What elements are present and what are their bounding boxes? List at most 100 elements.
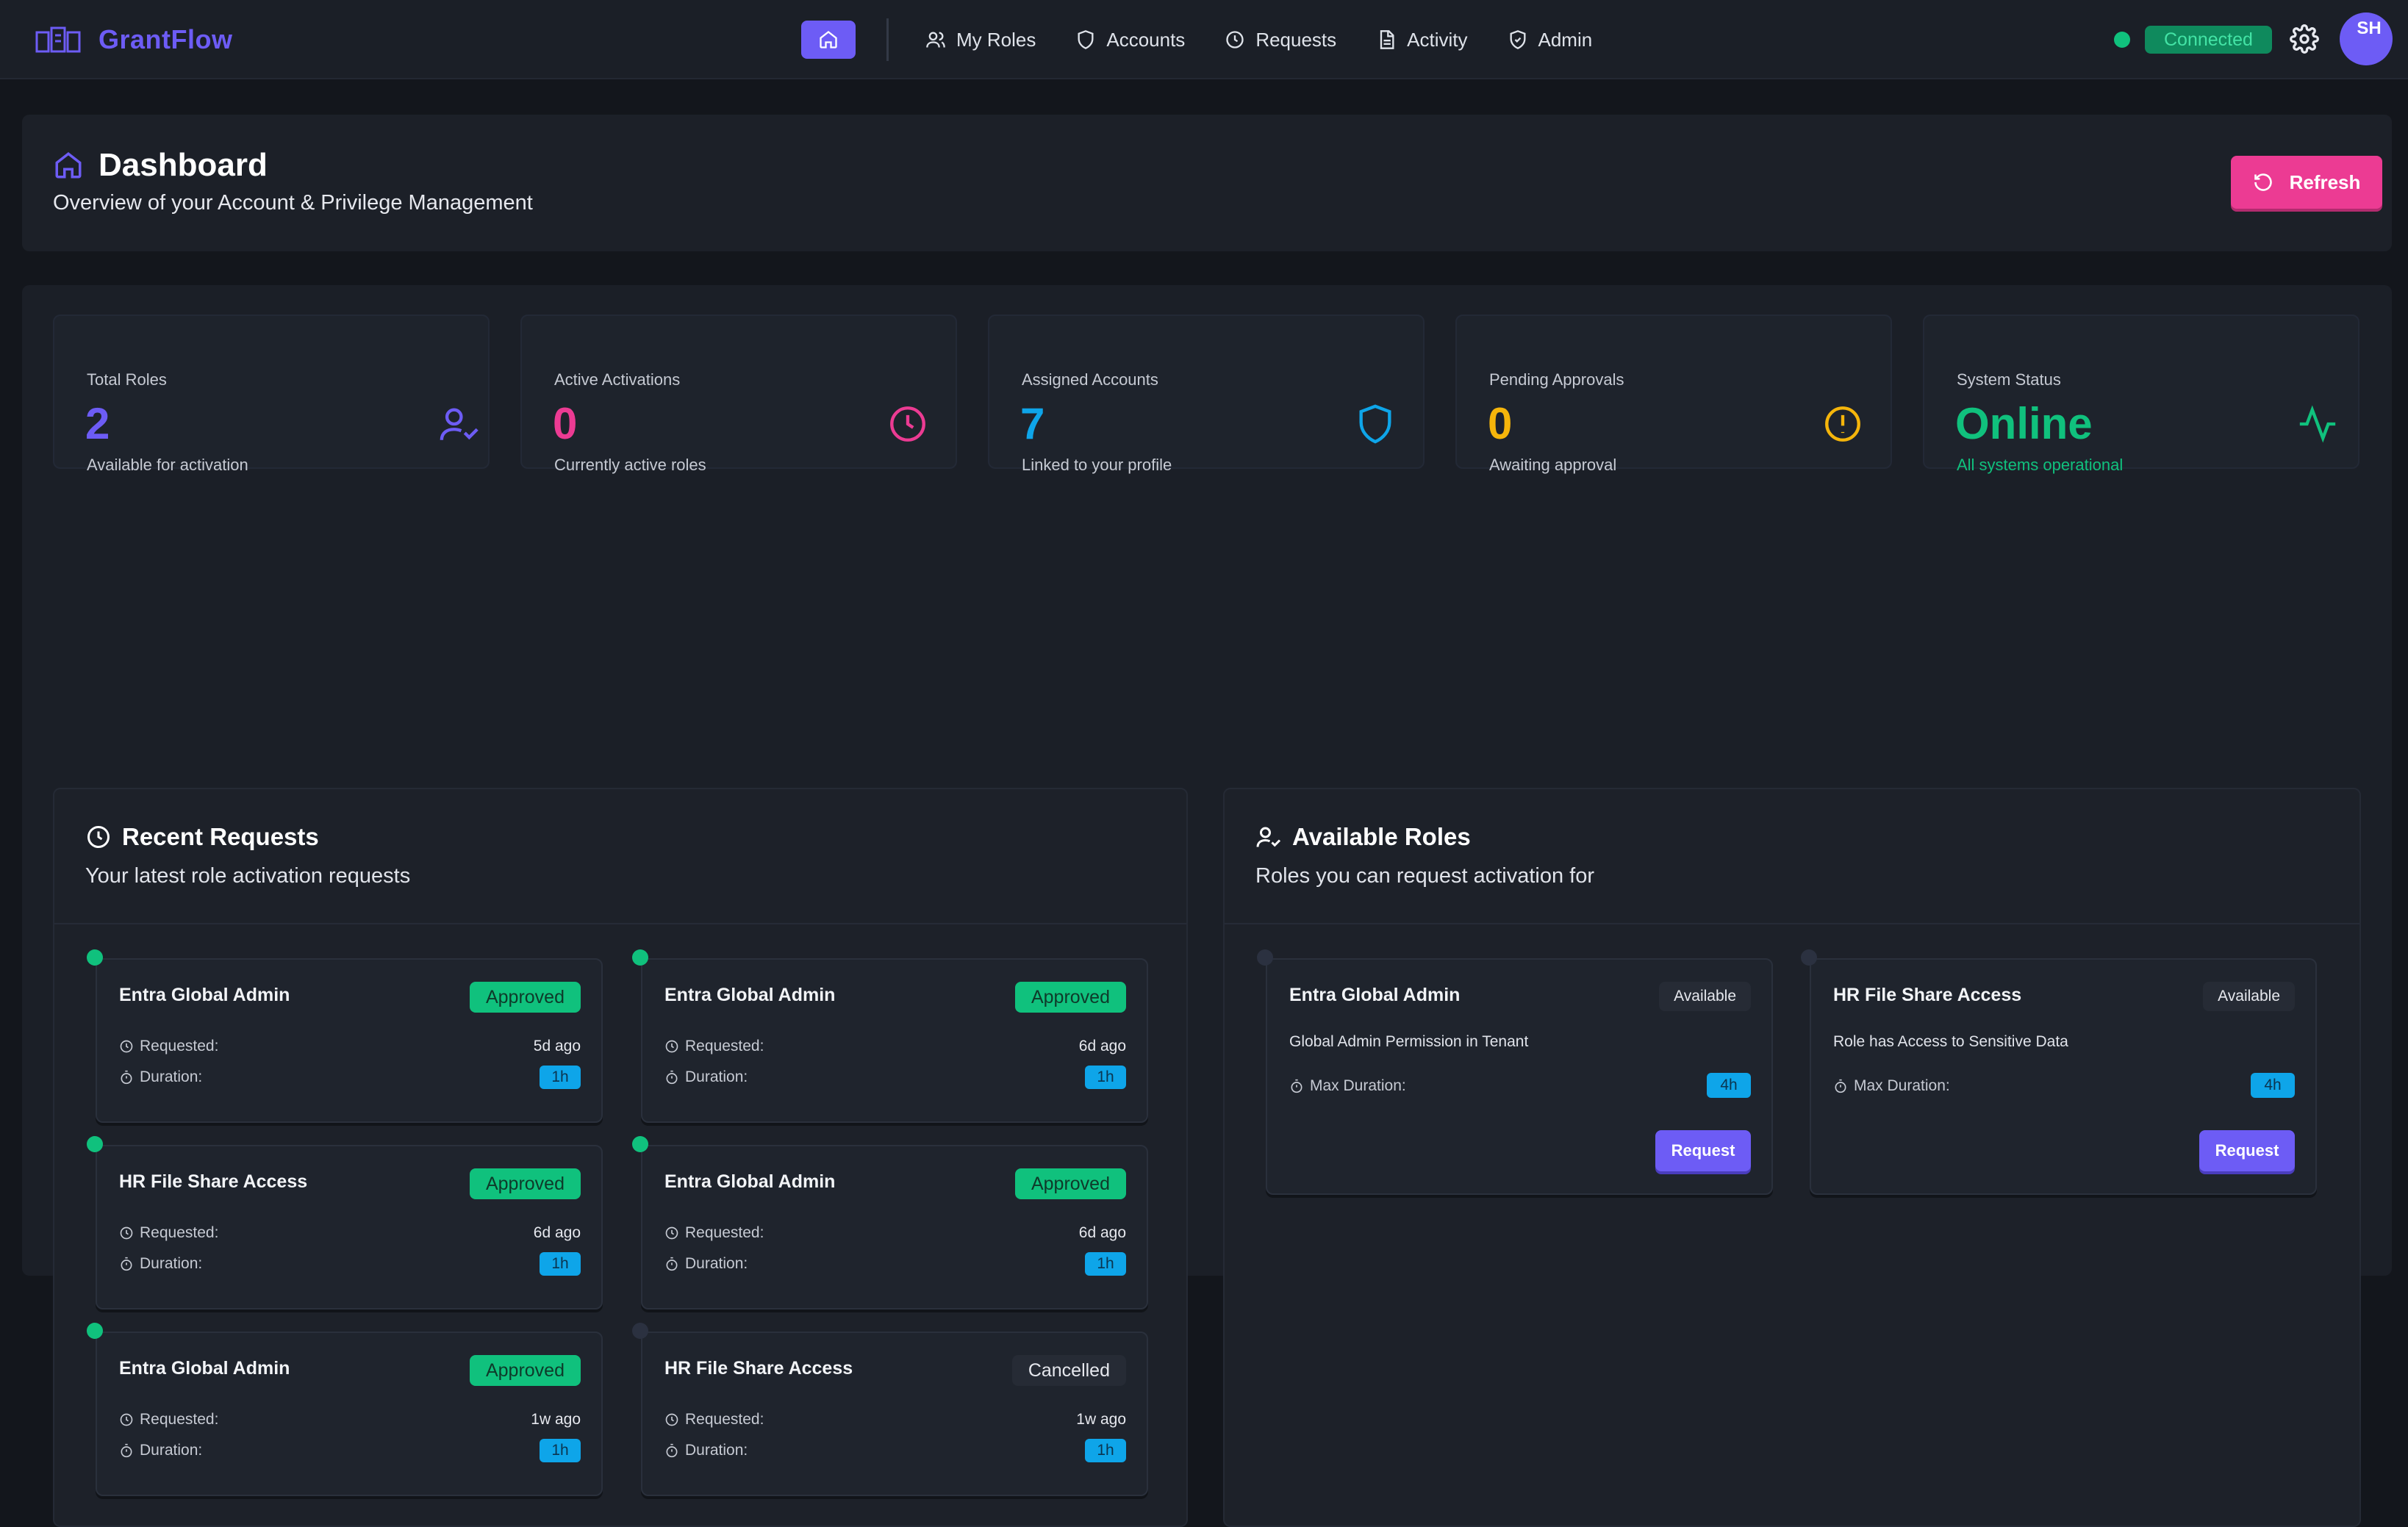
- status-badge: Cancelled: [1011, 1355, 1126, 1386]
- shield-check-icon: [1510, 30, 1525, 49]
- requested-row: Requested:: [119, 1038, 218, 1055]
- nav-item-activity[interactable]: Activity: [1376, 28, 1468, 51]
- clock-icon: [890, 406, 925, 442]
- timeline-dot: [1801, 949, 1817, 966]
- role-card: Entra Global Admin Available Global Admi…: [1257, 949, 1773, 1195]
- role-title: Entra Global Admin: [1289, 985, 1461, 1005]
- clock-icon: [665, 1413, 678, 1426]
- stat-card-assigned-accounts: Assigned Accounts 7 Linked to your profi…: [988, 315, 1425, 474]
- nav-item-my-roles[interactable]: My Roles: [925, 29, 1036, 51]
- user-check-icon: [440, 408, 479, 440]
- divider: [1225, 923, 2359, 924]
- request-card[interactable]: HR File Share Access Cancelled Requested…: [632, 1323, 1148, 1496]
- building-logo-icon: [35, 26, 81, 53]
- timeline-dot: [87, 1323, 103, 1339]
- shield-icon: [1359, 404, 1391, 444]
- nav-item-label: Activity: [1407, 28, 1468, 51]
- timeline-dot: [87, 1136, 103, 1152]
- duration-label: Duration:: [140, 1255, 203, 1272]
- nav-item-label: Requests: [1255, 28, 1337, 51]
- duration-label: Duration:: [685, 1442, 748, 1459]
- requested-label: Requested:: [685, 1038, 764, 1054]
- duration-row: Duration:: [119, 1255, 202, 1273]
- brand[interactable]: GrantFlow: [35, 21, 233, 59]
- stat-sub: Available for activation: [87, 456, 248, 474]
- max-duration-label: Max Duration:: [1854, 1077, 1950, 1094]
- duration-row: Duration:: [664, 1255, 748, 1273]
- stat-label: Active Activations: [554, 370, 681, 389]
- requested-row: Requested:: [664, 1038, 764, 1055]
- max-duration-row: Max Duration:: [1833, 1077, 1950, 1095]
- clock-icon: [665, 1040, 678, 1053]
- clock-icon: [120, 1226, 133, 1240]
- request-card[interactable]: HR File Share Access Approved Requested:…: [87, 1136, 603, 1309]
- refresh-label: Refresh: [2289, 170, 2361, 193]
- user-avatar[interactable]: SH: [2340, 12, 2393, 65]
- gear-icon[interactable]: [2290, 24, 2319, 54]
- stat-value: 0: [1488, 399, 1513, 448]
- home-icon: [820, 31, 837, 48]
- stat-card-active-activations: Active Activations 0 Currently active ro…: [520, 315, 957, 474]
- request-card[interactable]: Entra Global Admin Approved Requested: 6…: [632, 949, 1148, 1123]
- status-badge: Approved: [469, 982, 581, 1013]
- duration-badge: 1h: [1085, 1066, 1126, 1089]
- timeline-dot: [87, 949, 103, 966]
- stat-label: Total Roles: [87, 370, 167, 389]
- timer-icon: [1835, 1079, 1846, 1093]
- stat-card-system-status: System Status Online All systems operati…: [1923, 315, 2359, 474]
- requested-ago: 1w ago: [531, 1411, 581, 1428]
- recent-requests-section: Recent Requests Your latest role activat…: [53, 788, 1188, 1527]
- requested-ago: 5d ago: [533, 1038, 581, 1054]
- request-card[interactable]: Entra Global Admin Approved Requested: 1…: [87, 1323, 603, 1496]
- request-button[interactable]: Request: [1655, 1130, 1751, 1171]
- timeline-dot: [1257, 949, 1273, 966]
- nav-item-accounts[interactable]: Accounts: [1075, 29, 1185, 51]
- stat-label: System Status: [1957, 370, 2061, 389]
- duration-label: Duration:: [685, 1255, 748, 1272]
- timeline-dot: [632, 949, 648, 966]
- requested-label: Requested:: [140, 1224, 219, 1241]
- request-title: Entra Global Admin: [664, 985, 836, 1005]
- section-title: Recent Requests: [85, 823, 319, 851]
- connection-dot: [2114, 32, 2130, 48]
- timer-icon: [121, 1070, 132, 1085]
- page-subtitle: Overview of your Account & Privilege Man…: [53, 191, 533, 215]
- request-title: Entra Global Admin: [119, 1358, 290, 1379]
- request-title: HR File Share Access: [119, 1171, 308, 1192]
- timeline-dot: [632, 1136, 648, 1152]
- stat-sub: Awaiting approval: [1489, 456, 1617, 474]
- home-icon: [55, 152, 82, 179]
- request-title: HR File Share Access: [664, 1358, 853, 1379]
- nav-home-button[interactable]: [801, 21, 856, 59]
- shield-icon: [1078, 30, 1094, 49]
- duration-badge: 1h: [1085, 1439, 1126, 1462]
- user-check-icon: [1256, 827, 1281, 847]
- nav-item-label: Admin: [1538, 28, 1593, 51]
- available-roles-section: Available Roles Roles you can request ac…: [1223, 788, 2361, 1527]
- duration-badge: 1h: [1085, 1252, 1126, 1276]
- max-duration-label: Max Duration:: [1310, 1077, 1406, 1094]
- role-card: HR File Share Access Available Role has …: [1801, 949, 2317, 1195]
- role-title: HR File Share Access: [1833, 985, 2022, 1005]
- stat-label: Pending Approvals: [1489, 370, 1624, 389]
- requested-ago: 6d ago: [1078, 1224, 1126, 1241]
- clock-icon: [87, 826, 110, 848]
- connection-status: Connected: [2114, 25, 2272, 54]
- duration-row: Duration:: [664, 1442, 748, 1459]
- nav-item-admin[interactable]: Admin: [1508, 28, 1593, 51]
- divider: [54, 923, 1186, 924]
- request-card[interactable]: Entra Global Admin Approved Requested: 5…: [87, 949, 603, 1123]
- stat-label: Assigned Accounts: [1022, 370, 1158, 389]
- alert-circle-icon: [1825, 406, 1860, 442]
- timer-icon: [666, 1257, 678, 1271]
- page-title: Dashboard: [53, 147, 268, 184]
- nav-item-requests[interactable]: Requests: [1225, 29, 1336, 51]
- request-button[interactable]: Request: [2199, 1130, 2295, 1171]
- stat-value: Online: [1955, 399, 2093, 448]
- section-title: Available Roles: [1255, 823, 1471, 851]
- refresh-button[interactable]: Refresh: [2231, 156, 2382, 209]
- request-card[interactable]: Entra Global Admin Approved Requested: 6…: [632, 1136, 1148, 1309]
- status-badge: Approved: [469, 1355, 581, 1386]
- section-subtitle: Your latest role activation requests: [85, 864, 411, 888]
- timer-icon: [666, 1070, 678, 1085]
